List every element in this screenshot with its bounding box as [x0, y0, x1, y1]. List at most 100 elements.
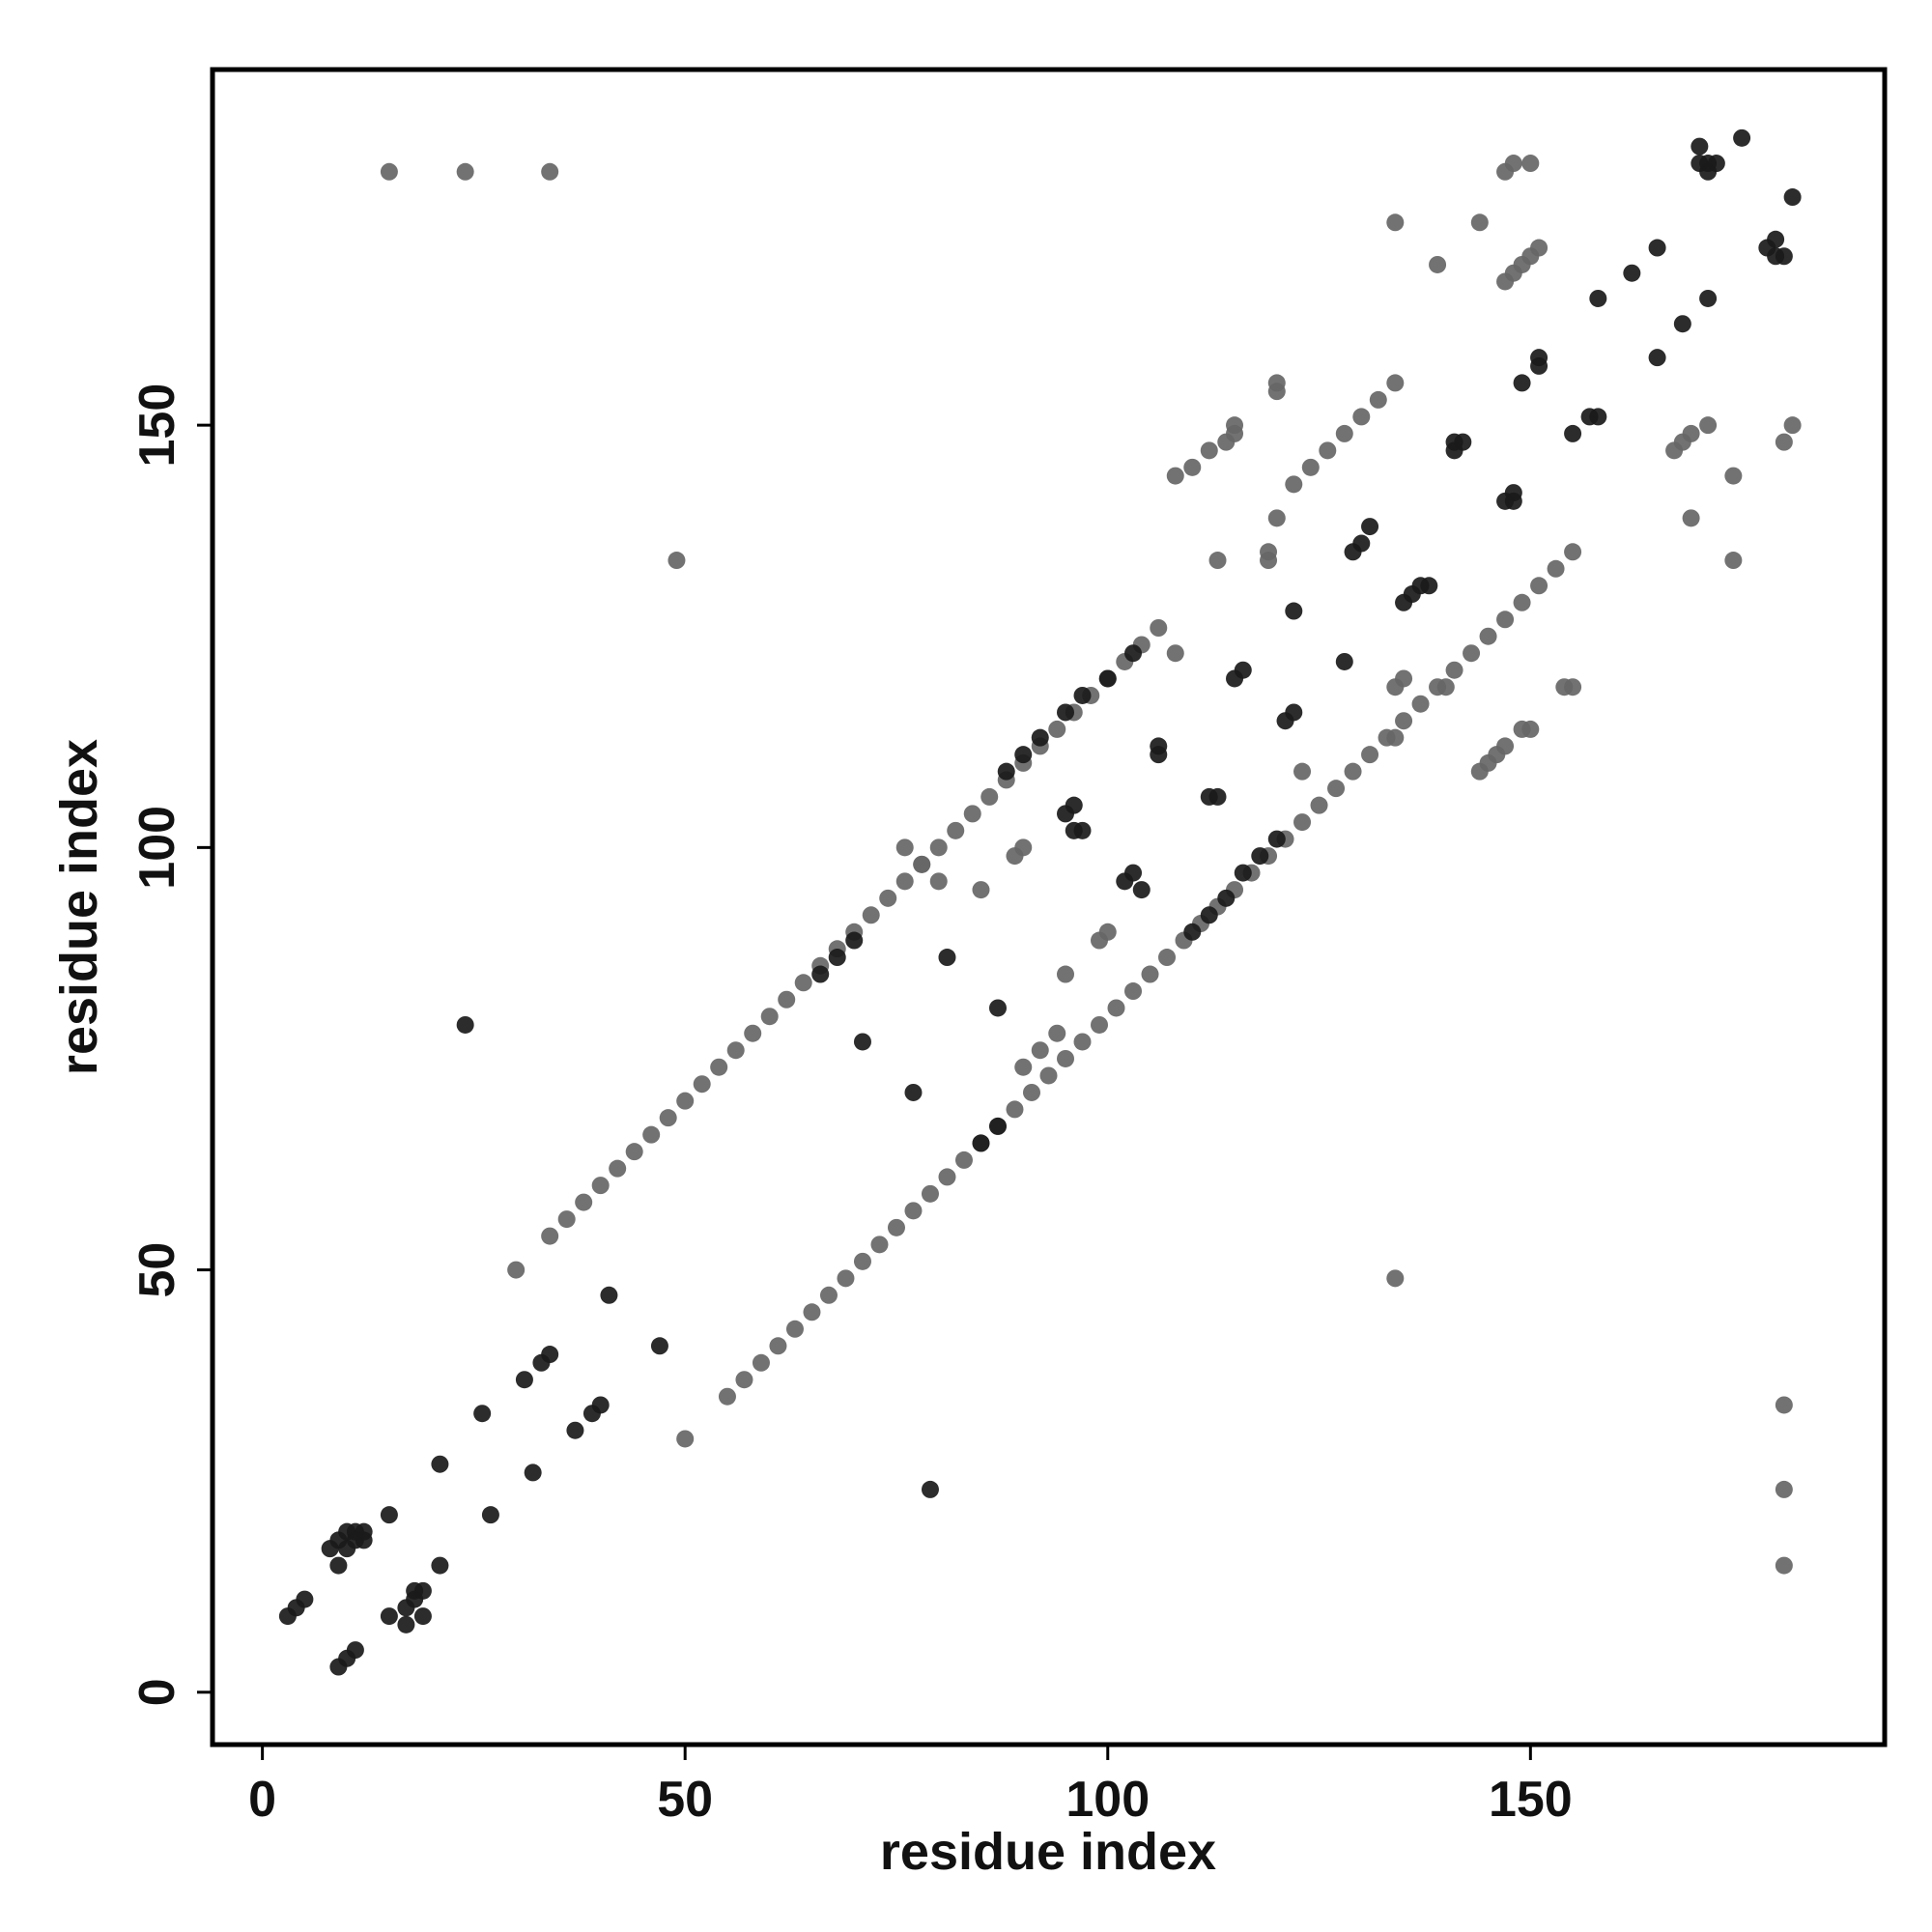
point [1479, 627, 1497, 645]
point [921, 1480, 939, 1498]
point [1344, 762, 1362, 781]
point [1411, 695, 1430, 713]
x-tick-label: 50 [657, 1772, 713, 1828]
point [355, 1531, 373, 1549]
point [837, 1269, 855, 1288]
plot-frame [210, 67, 1888, 1747]
point [413, 1581, 432, 1600]
point [870, 1236, 889, 1254]
point [794, 974, 812, 992]
point [1285, 602, 1303, 620]
point [1200, 906, 1218, 924]
point [1091, 1015, 1109, 1034]
point [1226, 416, 1244, 435]
point [1150, 746, 1168, 764]
point [819, 1286, 838, 1304]
y-tick-label: 50 [129, 1242, 185, 1298]
point [811, 965, 830, 983]
point [1386, 728, 1405, 747]
point [1014, 1058, 1033, 1076]
point [1775, 1556, 1793, 1575]
point [1310, 796, 1328, 814]
x-axis-label: residue index [880, 1823, 1216, 1881]
point [1733, 128, 1751, 147]
point [1564, 678, 1582, 696]
point [1124, 644, 1143, 663]
point [600, 1286, 618, 1304]
point [1098, 669, 1117, 688]
point [1301, 458, 1320, 476]
point [609, 1159, 627, 1178]
point [693, 1075, 711, 1094]
point [972, 1134, 990, 1152]
point [1775, 1396, 1793, 1414]
point [591, 1177, 610, 1195]
point [1775, 247, 1793, 266]
point [1293, 762, 1312, 781]
point [1166, 467, 1184, 485]
point [803, 1303, 821, 1321]
point [507, 1261, 526, 1279]
point [456, 1015, 474, 1034]
point [879, 889, 897, 907]
point [1395, 669, 1413, 688]
point [1285, 475, 1303, 494]
point [346, 1641, 364, 1660]
point [1319, 441, 1337, 460]
point [1648, 349, 1666, 367]
point [481, 1506, 499, 1524]
point [1521, 720, 1540, 738]
point [1073, 686, 1092, 704]
point [1057, 1049, 1075, 1067]
point [1386, 374, 1405, 392]
point [1530, 349, 1548, 367]
point [785, 1320, 804, 1338]
point [1690, 137, 1709, 156]
point [1014, 838, 1033, 857]
point [895, 838, 914, 857]
point [963, 805, 981, 823]
point [1293, 813, 1312, 832]
point [591, 1396, 610, 1414]
point [1107, 999, 1125, 1017]
point [1589, 289, 1607, 307]
point [1386, 1269, 1405, 1288]
point [1150, 619, 1168, 637]
y-axis-label: residue index [50, 739, 108, 1075]
point [625, 1143, 643, 1161]
point [828, 949, 846, 967]
point [659, 1109, 677, 1127]
point [1208, 787, 1227, 806]
point [1504, 484, 1522, 502]
point [1251, 847, 1269, 866]
point [1048, 1024, 1066, 1042]
point [1098, 923, 1117, 941]
point [904, 1202, 923, 1220]
point [473, 1405, 492, 1423]
point [413, 1607, 432, 1626]
point [1386, 213, 1405, 232]
point [988, 999, 1007, 1017]
point [1589, 408, 1607, 426]
point [1564, 543, 1582, 561]
point [1158, 949, 1177, 967]
point [845, 931, 864, 950]
point [760, 1008, 779, 1026]
point [1124, 982, 1143, 1001]
point [1496, 737, 1515, 755]
point [710, 1058, 728, 1076]
point [380, 1607, 398, 1626]
point [1530, 239, 1548, 257]
point [1234, 661, 1252, 679]
point [1285, 703, 1303, 722]
point [921, 1184, 939, 1203]
point [988, 1117, 1007, 1135]
point [1031, 1041, 1049, 1060]
point [650, 1337, 668, 1355]
point [1564, 424, 1582, 442]
point [735, 1371, 753, 1389]
point [1395, 712, 1413, 730]
point [431, 1455, 449, 1473]
point [938, 1168, 956, 1186]
